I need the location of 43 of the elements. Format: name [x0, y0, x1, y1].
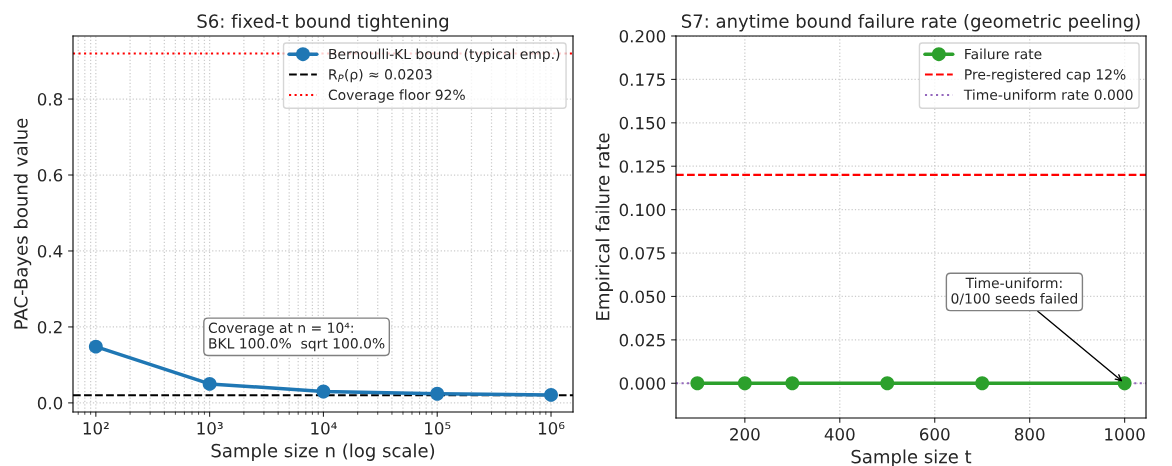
- y-tick-label: 0.000: [619, 377, 666, 390]
- x-tick-label: 10⁵: [425, 422, 451, 435]
- y-tick-label: 0.8: [37, 93, 63, 106]
- annotation: Coverage at n = 10⁴: BKL 100.0% sqrt 100.0%: [208, 322, 385, 352]
- x-tick-label: 200: [730, 428, 760, 441]
- y-tick-label: 0.0: [37, 396, 63, 410]
- y-tick-label: 0.125: [619, 160, 665, 173]
- y-tick-label: 0.150: [619, 116, 666, 130]
- x-tick-label: 600: [920, 428, 950, 441]
- y-tick-label: 0.075: [619, 247, 665, 260]
- point: [544, 387, 558, 402]
- legend-label: R$_{P}$(ρ) ≈ 0.0203: [329, 68, 432, 83]
- y-tick-label: 0.4: [37, 244, 63, 258]
- y-axis-title: PAC-Bayes bound value: [13, 118, 32, 329]
- point: [88, 339, 103, 354]
- x-tick-label: 800: [1014, 428, 1045, 441]
- y-tick-label: 0.100: [619, 203, 666, 217]
- y-axis-title: Empirical failure rate: [595, 133, 614, 320]
- legend-label: Pre-registered cap 12%: [965, 68, 1126, 83]
- x-tick-label: 10³: [197, 422, 223, 435]
- x-tick-label: 10⁴: [311, 422, 337, 435]
- x-tick-label: 10²: [83, 422, 109, 435]
- legend-label: Time-uniform rate 0.000: [963, 89, 1133, 101]
- chart-title: S6: fixed-t bound tightening: [197, 13, 449, 32]
- chart-title: S7: anytime bound failure rate (geometric peeling): [681, 13, 1140, 32]
- annotation: Time-uniform: 0/100 seeds failed: [951, 277, 1077, 305]
- x-axis-title: Sample size t: [851, 449, 972, 466]
- point: [202, 376, 217, 391]
- y-tick-label: 0.2: [37, 320, 62, 334]
- y-tick-label: 0.050: [619, 290, 666, 304]
- legend-label: Bernoulli-KL bound (typical emp.): [329, 48, 560, 62]
- legend-label: Coverage floor 92%: [328, 89, 465, 103]
- point: [316, 384, 331, 399]
- x-tick-label: 10⁶: [538, 422, 565, 435]
- x-tick-label: 400: [824, 428, 855, 441]
- y-tick-label: 0.200: [619, 29, 666, 43]
- y-tick-label: 0.175: [619, 73, 665, 86]
- y-tick-label: 0.025: [619, 333, 665, 347]
- legend-label: Failure rate: [965, 48, 1042, 60]
- x-axis-title: Sample size n (log scale): [211, 443, 435, 461]
- x-tick-label: 1000: [1105, 428, 1145, 441]
- y-tick-label: 0.6: [37, 168, 63, 182]
- point: [430, 386, 445, 401]
